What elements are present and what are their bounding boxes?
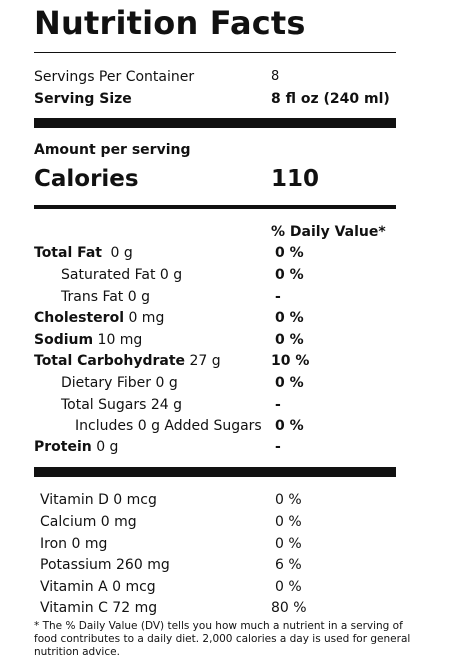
daily-value-header: % Daily Value*: [271, 224, 386, 240]
amount-per-serving: Amount per serving: [34, 142, 191, 158]
nutrient-dv: 0 %: [275, 418, 304, 434]
nutrient-label: Saturated Fat 0 g: [61, 267, 183, 283]
nutrient-label: Protein: [34, 439, 92, 455]
nutrient-dv: 0 %: [275, 332, 304, 348]
nutrient-row: Total Fat 0 g: [34, 245, 133, 261]
nutrient-amount: 10 mg: [97, 332, 143, 348]
vitamin-dv: 0 %: [275, 514, 302, 530]
nutrient-dv: 0 %: [275, 310, 304, 326]
nutrient-label: Total Sugars 24 g: [61, 397, 183, 413]
serving-size-label: Serving Size: [34, 91, 132, 107]
nutrient-dv: -: [275, 289, 281, 305]
nutrient-dv: -: [275, 397, 281, 413]
nutrient-dv: -: [275, 439, 281, 455]
vitamin-label: Calcium 0 mg: [40, 514, 137, 530]
nutrient-dv: 0 %: [275, 245, 304, 261]
vitamin-label: Potassium 260 mg: [40, 557, 170, 573]
divider-medium: [34, 205, 396, 209]
divider-thick: [34, 467, 396, 477]
servings-label: Servings Per Container: [34, 69, 195, 85]
vitamin-label: Vitamin D 0 mcg: [40, 492, 157, 508]
nutrient-amount: 0 mg: [128, 310, 165, 326]
nutrient-label: Sodium: [34, 332, 94, 348]
nutrient-row: Protein 0 g: [34, 439, 118, 455]
nutrient-label: Cholesterol: [34, 310, 124, 326]
vitamin-dv: 6 %: [275, 557, 302, 573]
nutrient-row: Sodium 10 mg: [34, 332, 142, 348]
vitamin-dv: 0 %: [275, 579, 302, 595]
serving-size-value: 8 fl oz (240 ml): [271, 91, 390, 107]
vitamin-dv: 0 %: [275, 492, 302, 508]
divider-thick: [34, 118, 396, 128]
vitamin-label: Vitamin C 72 mg: [40, 600, 158, 616]
nutrient-label: Trans Fat 0 g: [61, 289, 150, 305]
nutrient-dv: 0 %: [275, 267, 304, 283]
nutrient-label: Includes 0 g Added Sugars: [75, 418, 262, 434]
servings-value: 8: [271, 69, 280, 84]
nutrient-dv: 0 %: [275, 375, 304, 391]
calories-value: 110: [271, 166, 320, 192]
nutrient-label: Total Fat: [34, 245, 103, 261]
nutrient-dv: 10 %: [271, 353, 310, 369]
divider-thin: [34, 52, 396, 53]
nutrient-amount: 0 g: [96, 439, 119, 455]
nutrient-amount: 0 g: [110, 245, 133, 261]
label-title: Nutrition Facts: [34, 4, 306, 42]
nutrient-row: Cholesterol 0 mg: [34, 310, 164, 326]
vitamin-label: Iron 0 mg: [40, 536, 108, 552]
nutrient-amount: 27 g: [189, 353, 221, 369]
vitamin-dv: 80 %: [271, 600, 307, 616]
vitamin-dv: 0 %: [275, 536, 302, 552]
footnote: * The % Daily Value (DV) tells you how m…: [34, 620, 411, 658]
nutrient-label: Dietary Fiber 0 g: [61, 375, 178, 391]
calories-label: Calories: [34, 166, 139, 192]
nutrient-label: Total Carbohydrate: [34, 353, 186, 369]
nutrient-row: Total Carbohydrate 27 g: [34, 353, 221, 369]
vitamin-label: Vitamin A 0 mcg: [40, 579, 156, 595]
